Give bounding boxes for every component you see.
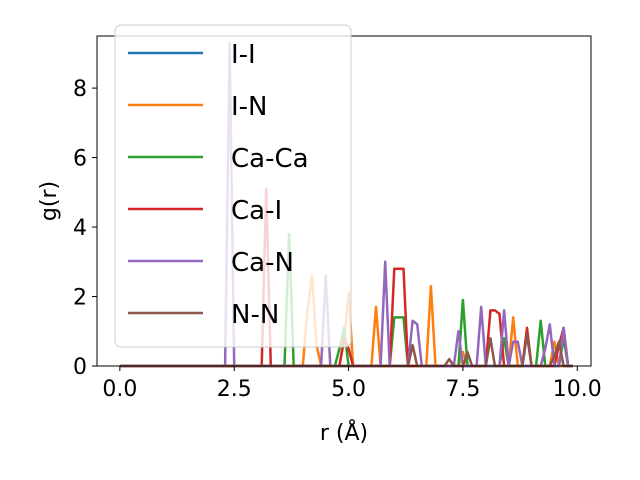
legend-box xyxy=(114,24,352,348)
legend-label-n-n: N-N xyxy=(231,300,279,330)
legend-label-ca-n: Ca-N xyxy=(231,248,294,278)
y-tick-label: 6 xyxy=(73,147,87,172)
y-tick-label: 4 xyxy=(73,216,87,241)
x-axis-label: r (Å) xyxy=(320,419,368,446)
legend-label-ca-ca: Ca-Ca xyxy=(231,144,309,174)
x-tick-label: 2.5 xyxy=(217,377,252,402)
y-axis-label: g(r) xyxy=(37,181,62,221)
x-tick-label: 5.0 xyxy=(331,377,366,402)
x-tick-label: 7.5 xyxy=(445,377,480,402)
y-tick-label: 2 xyxy=(73,286,87,311)
x-ticks: 0.0 2.5 5.0 7.5 10.0 xyxy=(102,366,602,402)
y-ticks: 0 2 4 6 8 xyxy=(73,77,97,380)
legend-label-ca-i: Ca-I xyxy=(231,196,282,226)
x-tick-label: 10.0 xyxy=(553,377,602,402)
y-tick-label: 0 xyxy=(73,355,87,380)
x-tick-label: 0.0 xyxy=(102,377,137,402)
legend-label-i-n: I-N xyxy=(231,92,268,122)
legend-label-i-i: I-I xyxy=(231,40,256,70)
legend: I-I I-N Ca-Ca Ca-I Ca-N N-N xyxy=(114,24,352,348)
y-tick-label: 8 xyxy=(73,77,87,102)
